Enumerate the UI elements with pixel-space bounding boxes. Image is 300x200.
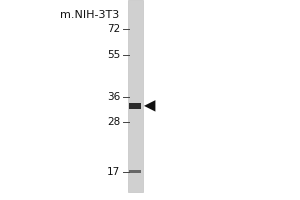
Polygon shape — [144, 100, 155, 112]
Bar — [128, 0, 142, 192]
Text: 72: 72 — [107, 24, 120, 34]
Bar — [129, 103, 141, 109]
Text: m.NIH-3T3: m.NIH-3T3 — [60, 10, 120, 20]
Bar — [129, 170, 141, 173]
Text: 17: 17 — [107, 167, 120, 177]
Text: 28: 28 — [107, 117, 120, 127]
Text: 36: 36 — [107, 92, 120, 102]
Text: 55: 55 — [107, 50, 120, 60]
